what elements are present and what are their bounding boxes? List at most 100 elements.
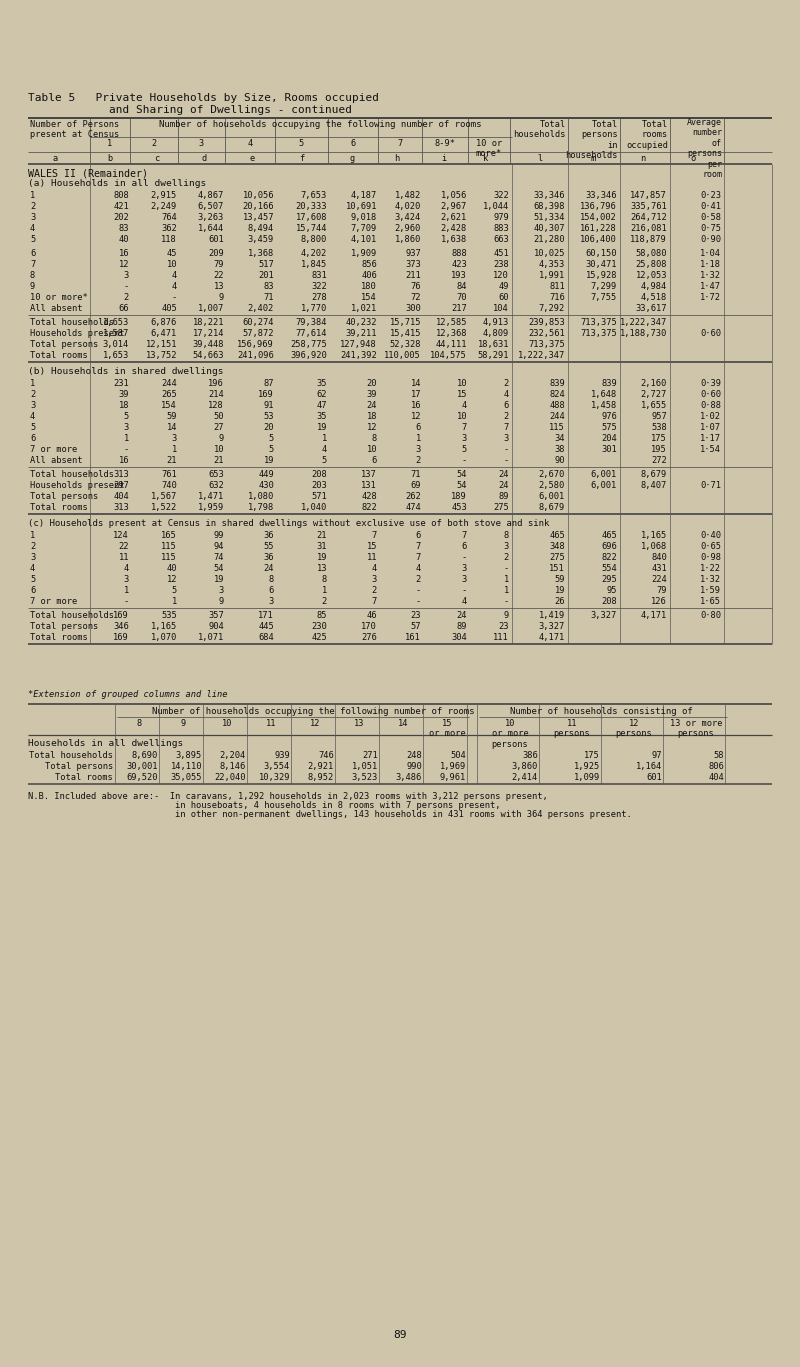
Text: 36: 36 [263,554,274,562]
Text: 2,414: 2,414 [512,772,538,782]
Text: 3: 3 [30,401,35,410]
Text: 118,879: 118,879 [630,235,667,243]
Text: 0·71: 0·71 [700,481,721,489]
Text: 27: 27 [214,422,224,432]
Text: 8,407: 8,407 [641,481,667,489]
Text: 22,040: 22,040 [214,772,246,782]
Text: 208: 208 [602,597,617,606]
Text: 4,913: 4,913 [482,319,509,327]
Text: 3: 3 [372,576,377,584]
Text: 3: 3 [199,139,204,148]
Text: 203: 203 [311,481,327,489]
Text: 811: 811 [550,282,565,291]
Text: 154,002: 154,002 [580,213,617,221]
Text: 2: 2 [504,554,509,562]
Text: 40,232: 40,232 [346,319,377,327]
Text: Number of Persons
present at Census: Number of Persons present at Census [30,120,119,139]
Text: 111: 111 [494,633,509,642]
Text: 7: 7 [416,554,421,562]
Text: 151: 151 [550,565,565,573]
Text: 2: 2 [151,139,157,148]
Text: 3,014: 3,014 [102,340,129,349]
Text: 39: 39 [366,390,377,399]
Text: 2: 2 [322,597,327,606]
Text: 7: 7 [30,260,35,269]
Text: 1,222,347: 1,222,347 [620,319,667,327]
Text: 8: 8 [136,719,142,729]
Text: 465: 465 [550,530,565,540]
Text: 1,655: 1,655 [641,401,667,410]
Text: 1·65: 1·65 [700,597,721,606]
Text: 6: 6 [269,586,274,595]
Text: Total households: Total households [30,470,114,478]
Text: 9,018: 9,018 [350,213,377,221]
Text: 3,486: 3,486 [396,772,422,782]
Text: 24: 24 [263,565,274,573]
Text: 1,164: 1,164 [636,761,662,771]
Text: 54: 54 [214,565,224,573]
Text: 1: 1 [416,433,421,443]
Text: 684: 684 [258,633,274,642]
Text: 3: 3 [218,586,224,595]
Text: 90: 90 [554,457,565,465]
Text: 39: 39 [118,390,129,399]
Text: 76: 76 [410,282,421,291]
Text: 276: 276 [362,633,377,642]
Text: 2,580: 2,580 [538,481,565,489]
Text: 4,867: 4,867 [198,191,224,200]
Text: 69: 69 [410,481,421,489]
Text: 304: 304 [451,633,467,642]
Text: 4,984: 4,984 [641,282,667,291]
Text: Total persons: Total persons [30,492,98,500]
Text: 47: 47 [317,401,327,410]
Text: 7 or more: 7 or more [30,597,78,606]
Text: 2,621: 2,621 [441,213,467,221]
Text: 2: 2 [416,576,421,584]
Text: 118: 118 [162,235,177,243]
Text: 4,202: 4,202 [301,249,327,258]
Text: 2: 2 [416,457,421,465]
Text: 2,960: 2,960 [394,224,421,232]
Text: 937: 937 [406,249,421,258]
Text: 1,925: 1,925 [574,761,600,771]
Text: Table 5   Private Households by Size, Rooms occupied: Table 5 Private Households by Size, Room… [28,93,379,103]
Text: l: l [538,154,542,163]
Text: 258,775: 258,775 [290,340,327,349]
Text: 2: 2 [372,586,377,595]
Text: Households present: Households present [30,329,125,338]
Text: 18,631: 18,631 [478,340,509,349]
Text: 322: 322 [311,282,327,291]
Text: 1,070: 1,070 [150,633,177,642]
Text: 1,165: 1,165 [641,530,667,540]
Text: 1,419: 1,419 [538,611,565,621]
Text: 12
persons: 12 persons [616,719,652,738]
Text: 1·72: 1·72 [700,293,721,302]
Text: 201: 201 [258,271,274,280]
Text: (a) Households in all dwellings: (a) Households in all dwellings [28,179,206,189]
Text: 21,280: 21,280 [534,235,565,243]
Text: 9,961: 9,961 [440,772,466,782]
Text: 19: 19 [263,457,274,465]
Text: 9: 9 [504,611,509,621]
Text: 1,458: 1,458 [590,401,617,410]
Text: m: m [590,154,596,163]
Text: g: g [350,154,354,163]
Text: 488: 488 [550,401,565,410]
Text: 10,025: 10,025 [534,249,565,258]
Text: 2,915: 2,915 [150,191,177,200]
Text: 0·65: 0·65 [700,541,721,551]
Text: 1,991: 1,991 [538,271,565,280]
Text: 13,457: 13,457 [242,213,274,221]
Text: 24: 24 [498,481,509,489]
Text: in houseboats, 4 households in 8 rooms with 7 persons present,: in houseboats, 4 households in 8 rooms w… [28,801,501,811]
Text: 4,353: 4,353 [538,260,565,269]
Text: k: k [483,154,489,163]
Text: 3: 3 [30,554,35,562]
Text: Total
rooms
occupied: Total rooms occupied [626,120,668,150]
Text: 35: 35 [317,411,327,421]
Text: 33,617: 33,617 [635,303,667,313]
Text: 4: 4 [172,271,177,280]
Text: 154: 154 [162,401,177,410]
Text: 6: 6 [462,541,467,551]
Text: 1,567: 1,567 [150,492,177,500]
